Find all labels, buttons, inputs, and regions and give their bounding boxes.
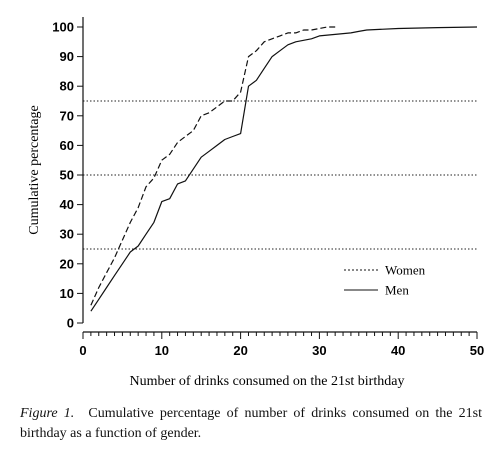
reference-lines bbox=[83, 100, 477, 250]
y-tick-label: 40 bbox=[60, 197, 74, 212]
legend-label-women: Women bbox=[385, 263, 426, 278]
series-line-women bbox=[90, 26, 336, 306]
y-tick-label: 20 bbox=[60, 256, 74, 271]
x-tick-label: 50 bbox=[470, 343, 484, 358]
chart: 0 10 20 30 40 50 60 70 80 90 100 0 10 20 30 40 50 Women M… bbox=[27, 17, 484, 389]
y-tick-label: 100 bbox=[52, 20, 74, 35]
y-axis-title: Cumulative percentage bbox=[27, 105, 42, 234]
legend-label-men: Men bbox=[385, 283, 409, 298]
y-tick-label: 90 bbox=[60, 49, 74, 64]
x-tick-label: 10 bbox=[155, 343, 169, 358]
y-tick-label: 30 bbox=[60, 227, 74, 242]
legend: Women Men bbox=[344, 263, 426, 298]
x-tick-label: 40 bbox=[391, 343, 405, 358]
x-tick-label: 30 bbox=[312, 343, 326, 358]
y-tick-label: 10 bbox=[60, 286, 74, 301]
series-line-men bbox=[90, 26, 478, 312]
y-tick-label: 0 bbox=[67, 316, 74, 331]
y-tick-label: 80 bbox=[60, 79, 74, 94]
y-tick-label: 50 bbox=[60, 168, 74, 183]
figure-caption: Figure 1. Cumulative percentage of numbe… bbox=[20, 404, 482, 444]
x-tick-label: 20 bbox=[233, 343, 247, 358]
series-layer bbox=[90, 26, 478, 312]
caption-text: Cumulative percentage of number of drink… bbox=[20, 406, 483, 441]
y-tick-label: 70 bbox=[60, 108, 74, 123]
x-tick-label: 0 bbox=[79, 343, 86, 358]
figure-label: Figure 1. bbox=[20, 406, 75, 421]
axes: 0 10 20 30 40 50 60 70 80 90 100 0 10 20 30 40 50 bbox=[52, 17, 484, 358]
x-axis-title: Number of drinks consumed on the 21st bi… bbox=[130, 374, 405, 389]
y-tick-label: 60 bbox=[60, 138, 74, 153]
